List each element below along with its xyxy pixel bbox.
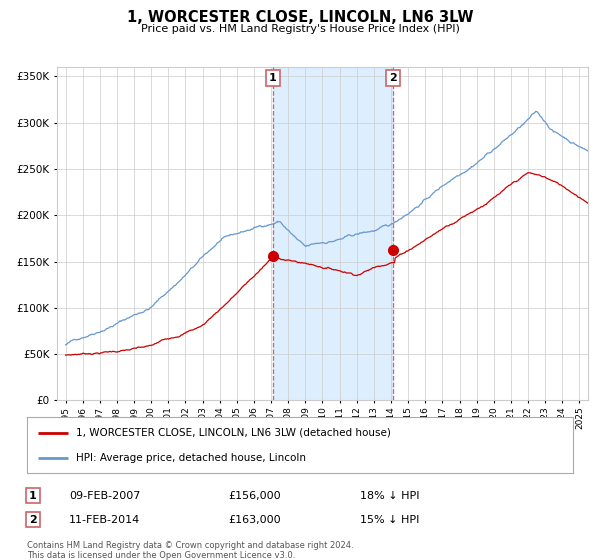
Text: HPI: Average price, detached house, Lincoln: HPI: Average price, detached house, Linc… — [76, 452, 306, 463]
Text: £163,000: £163,000 — [228, 515, 281, 525]
Text: 09-FEB-2007: 09-FEB-2007 — [69, 491, 140, 501]
Text: 15% ↓ HPI: 15% ↓ HPI — [360, 515, 419, 525]
Text: Price paid vs. HM Land Registry's House Price Index (HPI): Price paid vs. HM Land Registry's House … — [140, 24, 460, 34]
Text: 1: 1 — [269, 73, 277, 83]
Text: 18% ↓ HPI: 18% ↓ HPI — [360, 491, 419, 501]
Text: 1: 1 — [29, 491, 37, 501]
Text: Contains HM Land Registry data © Crown copyright and database right 2024.
This d: Contains HM Land Registry data © Crown c… — [27, 541, 353, 560]
Text: 1, WORCESTER CLOSE, LINCOLN, LN6 3LW (detached house): 1, WORCESTER CLOSE, LINCOLN, LN6 3LW (de… — [76, 428, 391, 438]
Text: £156,000: £156,000 — [228, 491, 281, 501]
Text: 1, WORCESTER CLOSE, LINCOLN, LN6 3LW: 1, WORCESTER CLOSE, LINCOLN, LN6 3LW — [127, 10, 473, 25]
Bar — [273, 67, 393, 400]
Text: 11-FEB-2014: 11-FEB-2014 — [69, 515, 140, 525]
Text: 2: 2 — [29, 515, 37, 525]
Text: 2: 2 — [389, 73, 397, 83]
